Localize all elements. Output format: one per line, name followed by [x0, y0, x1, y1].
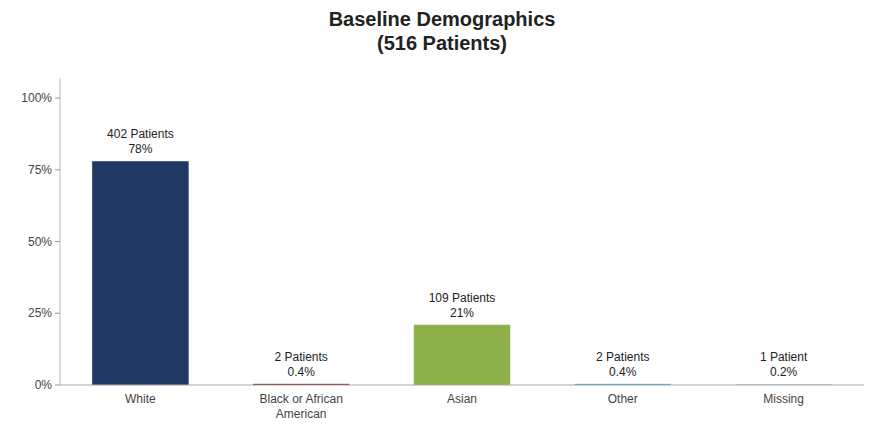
annotation: 2 Patients0.4% — [596, 350, 649, 379]
text-line: 2 Patients — [275, 350, 328, 364]
y-tick-label: 25% — [28, 306, 52, 320]
text-line: 402 Patients — [107, 127, 174, 141]
y-tick — [55, 169, 60, 170]
text-line: Asian — [447, 392, 477, 406]
x-tick-label: White — [125, 392, 156, 406]
text-line: Missing — [763, 392, 804, 406]
annotation: 109 Patients21% — [429, 291, 496, 320]
x-tick-label: Other — [608, 392, 638, 406]
chart-container: Baseline Demographics(516 Patients) 0% 25%… — [0, 0, 884, 441]
bar — [92, 161, 188, 385]
bar — [414, 325, 510, 385]
text-line: 0.4% — [288, 365, 316, 379]
x-tick-label: Asian — [447, 392, 477, 406]
text-line: White — [125, 392, 156, 406]
x-tick-label: Black or AfricanAmerican — [260, 392, 343, 421]
x-tick-label: Missing — [763, 392, 804, 406]
text-line: 0.2% — [770, 365, 798, 379]
annotation: 1 Patient0.2% — [760, 350, 808, 379]
y-tick — [55, 98, 60, 99]
text-line: 1 Patient — [760, 350, 808, 364]
chart-svg: Baseline Demographics(516 Patients) 0% 25%… — [0, 0, 884, 441]
text-line: 21% — [450, 306, 474, 320]
text-line: American — [276, 407, 327, 421]
text-line: Baseline Demographics — [329, 8, 556, 30]
text-line: Black or African — [260, 392, 343, 406]
y-tick — [55, 313, 60, 314]
y-axis-line — [60, 78, 61, 385]
y-tick-label: 0% — [35, 378, 53, 392]
annotation: 402 Patients78% — [107, 127, 174, 156]
y-tick-label: 75% — [28, 163, 52, 177]
y-tick — [55, 241, 60, 242]
annotation: 2 Patients0.4% — [275, 350, 328, 379]
text-line: 2 Patients — [596, 350, 649, 364]
text-line: 0.4% — [609, 365, 637, 379]
x-axis-line — [60, 385, 864, 386]
text-line: Other — [608, 392, 638, 406]
chart-title: Baseline Demographics(516 Patients) — [329, 8, 556, 54]
y-tick — [55, 385, 60, 386]
bars — [92, 161, 832, 385]
y-tick-label: 50% — [28, 235, 52, 249]
text-line: (516 Patients) — [377, 32, 507, 54]
text-line: 109 Patients — [429, 291, 496, 305]
y-tick-label: 100% — [21, 91, 52, 105]
text-line: 78% — [128, 142, 152, 156]
